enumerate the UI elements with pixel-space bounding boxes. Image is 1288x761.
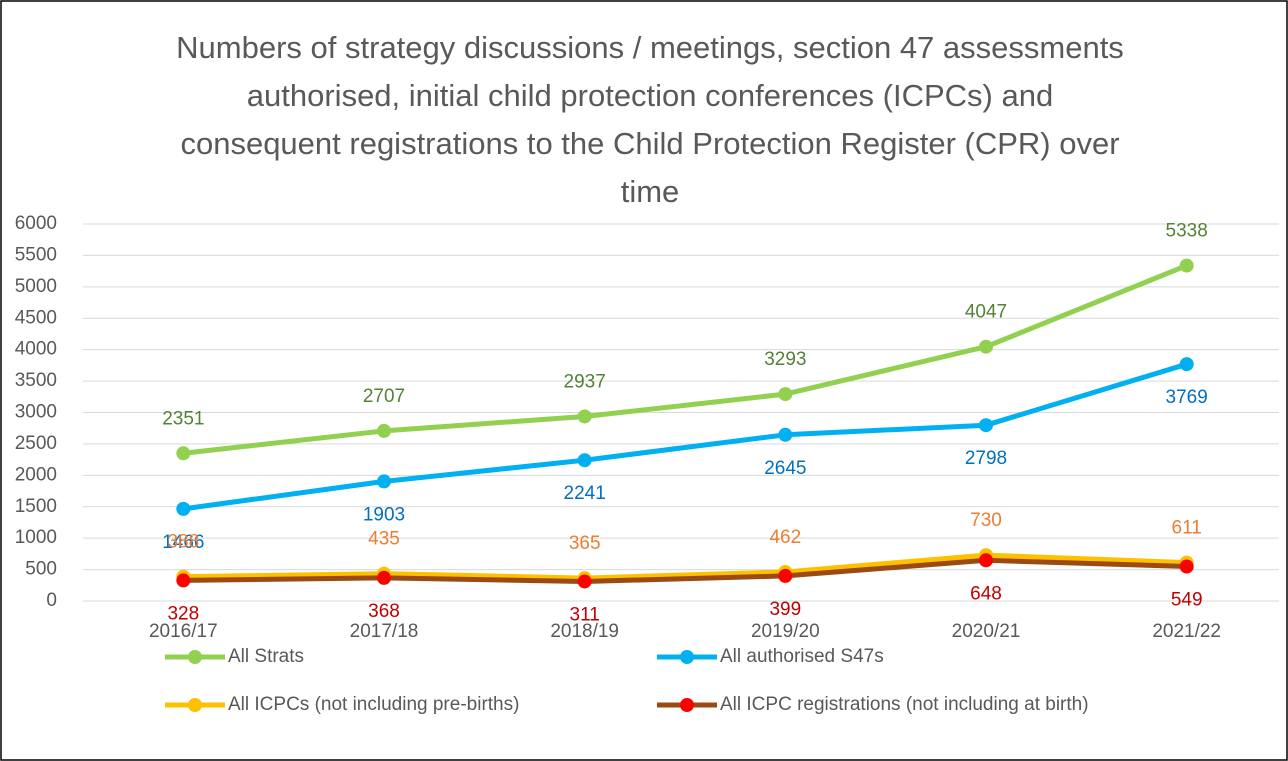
data-label: 2241 [564,483,606,504]
data-label: 1466 [162,532,204,553]
data-label: 648 [970,583,1002,604]
data-label: 368 [368,601,400,622]
y-tick-label: 2500 [15,433,57,454]
legend-label: All authorised S47s [720,646,884,667]
x-tick-label: 2016/17 [149,621,218,642]
data-label: 2351 [162,408,204,429]
point [377,423,391,438]
series-line [183,263,1188,456]
point [778,568,793,583]
legend-marker [188,650,202,664]
y-tick-label: 3500 [15,370,57,391]
data-label: 549 [1171,590,1203,611]
data-label: 3769 [1166,387,1208,408]
data-label: 5338 [1166,221,1208,242]
point [577,574,592,589]
data-label: 328 [167,603,199,624]
y-tick-label: 6000 [15,213,57,234]
y-tick-label: 1500 [15,496,57,517]
data-label: 311 [570,604,600,625]
y-tick-label: 2000 [15,464,57,485]
point [778,427,793,442]
legend-label: All Strats [228,646,304,667]
data-label: 2645 [764,458,806,479]
y-tick-label: 5000 [15,276,57,297]
point [377,474,391,489]
data-label: 611 [1172,518,1202,539]
legend-label: All ICPCs (not including pre-births) [228,694,519,715]
data-label: 388 [167,532,199,553]
y-tick-label: 3000 [15,402,57,423]
point [577,409,592,424]
point [577,453,592,468]
point [979,339,993,354]
data-label: 435 [368,529,400,550]
legend-label: All ICPC registrations (not including at… [720,694,1089,715]
x-tick-label: 2021/22 [1152,621,1221,642]
series-line [182,361,1188,512]
series-line [183,557,1187,584]
data-label: 462 [769,527,801,548]
y-tick-label: 4500 [15,307,57,328]
legend-marker [680,698,694,712]
chart-title: Numbers of strategy discussions / meetin… [176,30,1124,209]
x-tick-label: 2018/19 [550,621,619,642]
series-line [183,552,1187,581]
y-tick-label: 1000 [15,527,57,548]
point [176,446,191,461]
point [377,570,391,585]
data-label: 730 [970,510,1002,531]
point [1179,258,1194,273]
data-label: 399 [769,599,801,620]
point [176,573,191,588]
data-label: 2798 [965,448,1007,469]
point [1179,559,1194,574]
x-tick-label: 2017/18 [350,621,419,642]
data-label: 365 [569,533,601,554]
x-tick-label: 2020/21 [952,621,1021,642]
x-tick-label: 2019/20 [751,621,820,642]
legend-marker [680,650,694,664]
data-label: 2707 [363,386,405,407]
point [1179,357,1194,372]
point [176,501,191,516]
y-tick-label: 0 [46,590,57,611]
data-label: 4047 [965,302,1007,323]
legend-marker [188,698,202,712]
y-tick-label: 5500 [15,244,57,265]
y-tick-label: 4000 [15,339,57,360]
point [778,387,793,402]
y-tick-label: 500 [25,559,57,580]
point [979,418,993,433]
data-label: 3293 [764,349,806,370]
data-label: 2937 [564,371,606,392]
data-label: 1903 [363,504,405,525]
point [979,553,993,568]
